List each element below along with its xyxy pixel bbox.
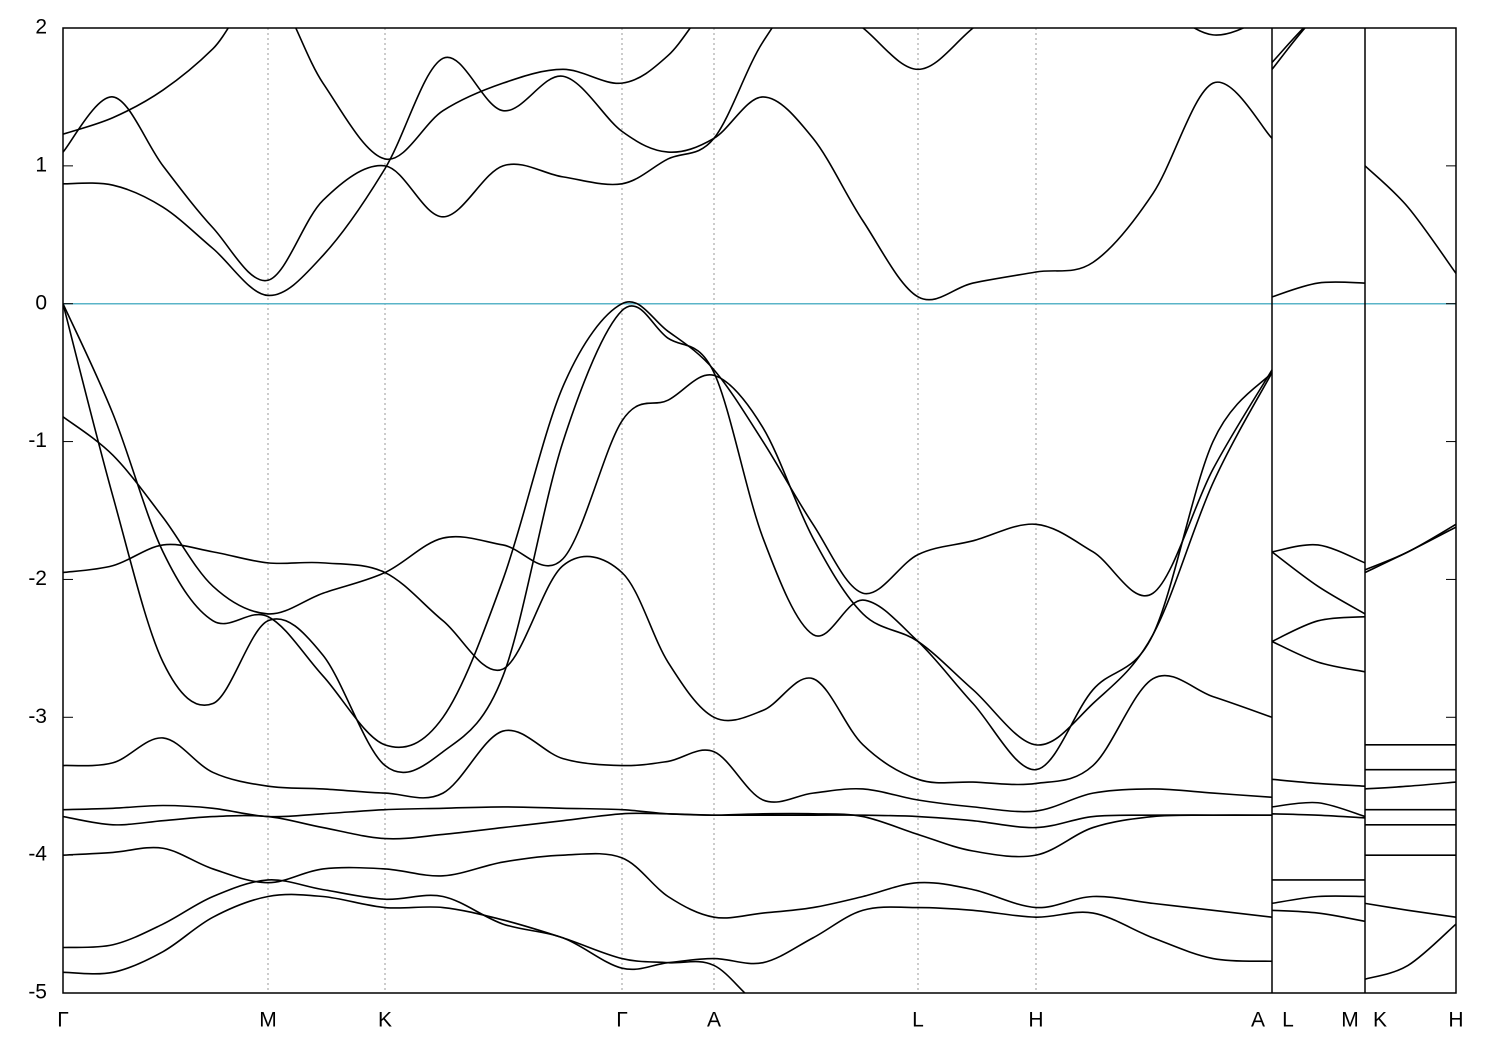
- band-line: [63, 301, 1456, 749]
- band-line: [63, 56, 1456, 301]
- x-tick-label: Γ: [57, 1009, 69, 1032]
- band-line: [63, 879, 1456, 971]
- band-line: [63, 812, 1456, 858]
- x-tick-label: K: [378, 1009, 392, 1032]
- band-line: [63, 729, 1456, 813]
- x-tick-label: M: [1341, 1009, 1359, 1032]
- band-line: [63, 28, 1306, 282]
- y-tick-label: 1: [35, 153, 47, 176]
- x-tick-label: L: [912, 1009, 924, 1032]
- x-tick-label: L: [1282, 1009, 1294, 1032]
- y-tick-label: -4: [28, 843, 47, 866]
- y-tick-label: -5: [28, 981, 47, 1004]
- band-line: [63, 543, 1456, 786]
- band-line: [63, 372, 1456, 746]
- y-tick-label: -3: [28, 705, 47, 728]
- band-line: [63, 846, 1456, 919]
- x-tick-label: M: [259, 1009, 277, 1032]
- band-line: [63, 28, 1305, 160]
- plot-frame: [62, 27, 1457, 994]
- x-tick-label: A: [707, 1009, 721, 1032]
- y-tick-label: 0: [35, 291, 47, 314]
- band-line: [63, 303, 1456, 774]
- y-tick-label: -1: [28, 429, 47, 452]
- y-tick-label: 2: [35, 16, 47, 39]
- grid: [63, 28, 1456, 993]
- x-tick-label: A: [1251, 1009, 1265, 1032]
- band-line: [63, 893, 1456, 993]
- x-tick-label: H: [1448, 1009, 1463, 1032]
- bands: [63, 28, 1456, 993]
- x-tick-label: Γ: [616, 1009, 628, 1032]
- y-tick-label: -2: [28, 567, 47, 590]
- x-tick-label: H: [1028, 1009, 1043, 1032]
- x-tick-label: K: [1373, 1009, 1387, 1032]
